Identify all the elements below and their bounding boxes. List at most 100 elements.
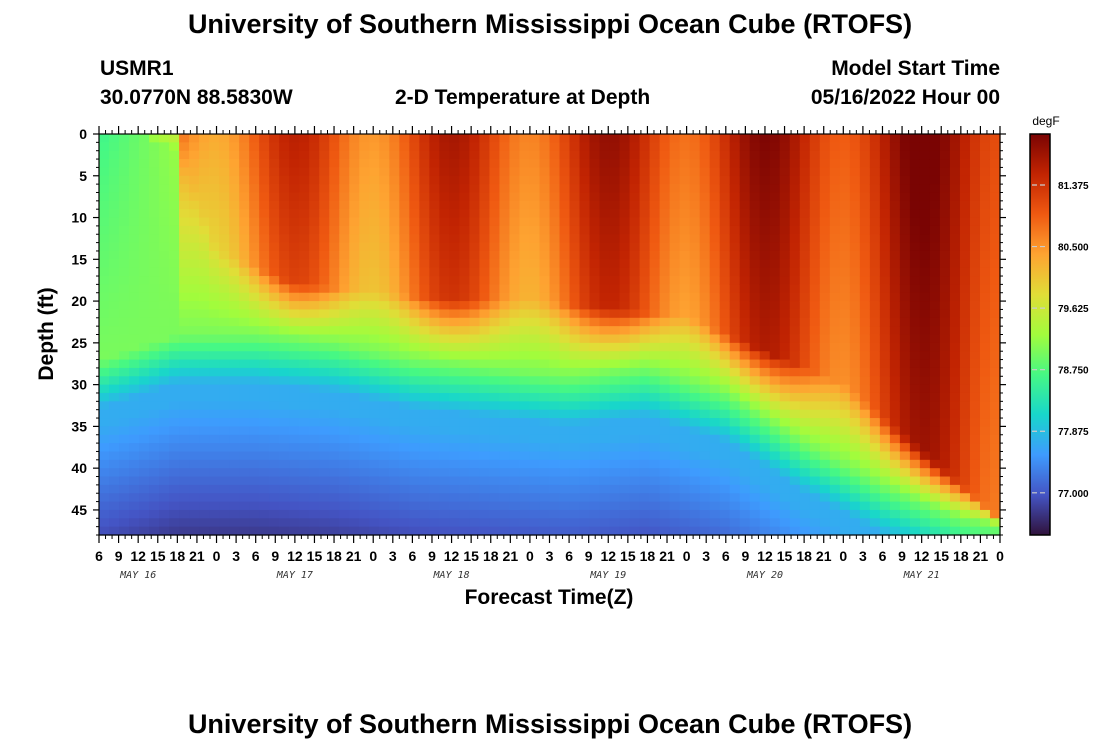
heatmap-cell [239, 225, 250, 235]
heatmap-cell [249, 384, 260, 394]
heatmap-cell [719, 334, 731, 344]
heatmap-cell [179, 292, 190, 302]
heatmap-cell [429, 392, 440, 402]
heatmap-cell [729, 384, 741, 394]
heatmap-cell [919, 342, 931, 352]
heatmap-cell [969, 142, 981, 152]
heatmap-cell [429, 267, 440, 277]
heatmap-cell [339, 434, 350, 444]
heatmap-cell [429, 351, 440, 361]
heatmap-cell [179, 526, 190, 536]
heatmap-cell [629, 200, 641, 210]
heatmap-cell [539, 409, 551, 419]
heatmap-cell [919, 376, 931, 386]
heatmap-cell [939, 150, 951, 160]
heatmap-cell [459, 175, 471, 185]
heatmap-cell [889, 426, 901, 436]
heatmap-cell [799, 351, 811, 361]
heatmap-cell [849, 250, 861, 260]
heatmap-cell [259, 342, 270, 352]
heatmap-cell [639, 518, 651, 528]
heatmap-cell [549, 518, 561, 528]
heatmap-cell [789, 209, 801, 219]
heatmap-cell [699, 242, 711, 252]
heatmap-cell [399, 142, 410, 152]
heatmap-cell [749, 209, 761, 219]
heatmap-cell [849, 200, 861, 210]
heatmap-cell [129, 484, 140, 494]
heatmap-cell [889, 418, 901, 427]
y-tick-label: 30 [71, 377, 87, 393]
heatmap-cell [159, 175, 170, 185]
heatmap-cell [469, 367, 481, 377]
heatmap-cell [369, 301, 380, 311]
heatmap-cell [319, 401, 330, 411]
heatmap-cell [279, 418, 290, 427]
heatmap-cell [129, 259, 140, 269]
heatmap-cell [569, 443, 581, 453]
heatmap-cell [139, 509, 150, 519]
heatmap-cell [959, 192, 971, 202]
heatmap-cell [309, 217, 320, 227]
x-tick-label: 9 [115, 548, 123, 564]
heatmap-cell [359, 509, 370, 519]
heatmap-cell [359, 192, 370, 202]
heatmap-cell [189, 142, 200, 152]
heatmap-cell [399, 150, 410, 160]
heatmap-cell [809, 409, 821, 419]
heatmap-cell [979, 217, 991, 227]
heatmap-cell [199, 192, 210, 202]
heatmap-cell [319, 351, 330, 361]
heatmap-cell [309, 150, 320, 160]
heatmap-cell [199, 518, 210, 528]
heatmap-cell [849, 376, 861, 386]
heatmap-cell [569, 401, 581, 411]
heatmap-cell [849, 418, 861, 427]
heatmap-cell [809, 301, 821, 311]
heatmap-cell [689, 276, 701, 285]
heatmap-cell [789, 484, 801, 494]
heatmap-cell [699, 376, 711, 386]
heatmap-cell [789, 167, 801, 177]
heatmap-cell [579, 459, 591, 469]
heatmap-cell [819, 476, 831, 486]
heatmap-cell [439, 225, 450, 235]
heatmap-cell [839, 326, 851, 336]
heatmap-cell [719, 301, 731, 311]
heatmap-cell [389, 309, 400, 319]
heatmap-cell [689, 150, 701, 160]
heatmap-cell [519, 234, 531, 244]
heatmap-cell [99, 301, 110, 311]
heatmap-cell [649, 518, 661, 528]
heatmap-cell [809, 526, 821, 536]
heatmap-cell [329, 426, 340, 436]
heatmap-cell [209, 351, 220, 361]
heatmap-cell [329, 250, 340, 260]
heatmap-cell [689, 234, 701, 244]
heatmap-cell [309, 301, 320, 311]
heatmap-cell [109, 159, 120, 169]
heatmap-cell [159, 317, 170, 327]
heatmap-cell [629, 426, 641, 436]
heatmap-cell [839, 493, 851, 503]
heatmap-cell [389, 134, 400, 143]
heatmap-cell [349, 276, 360, 285]
heatmap-cell [319, 292, 330, 302]
heatmap-cell [329, 384, 340, 394]
heatmap-cell [559, 334, 571, 344]
heatmap-cell [619, 184, 631, 194]
heatmap-cell [279, 376, 290, 386]
heatmap-cell [679, 359, 691, 369]
heatmap-cell [949, 159, 961, 169]
heatmap-cell [429, 134, 440, 143]
heatmap-cell [329, 292, 340, 302]
heatmap-cell [969, 518, 981, 528]
heatmap-cell [499, 509, 511, 519]
heatmap-cell [299, 317, 310, 327]
heatmap-cell [509, 384, 521, 394]
heatmap-cell [599, 292, 611, 302]
heatmap-cell [129, 518, 140, 528]
heatmap-cell [939, 267, 951, 277]
heatmap-cell [99, 459, 110, 469]
heatmap-cell [779, 217, 791, 227]
